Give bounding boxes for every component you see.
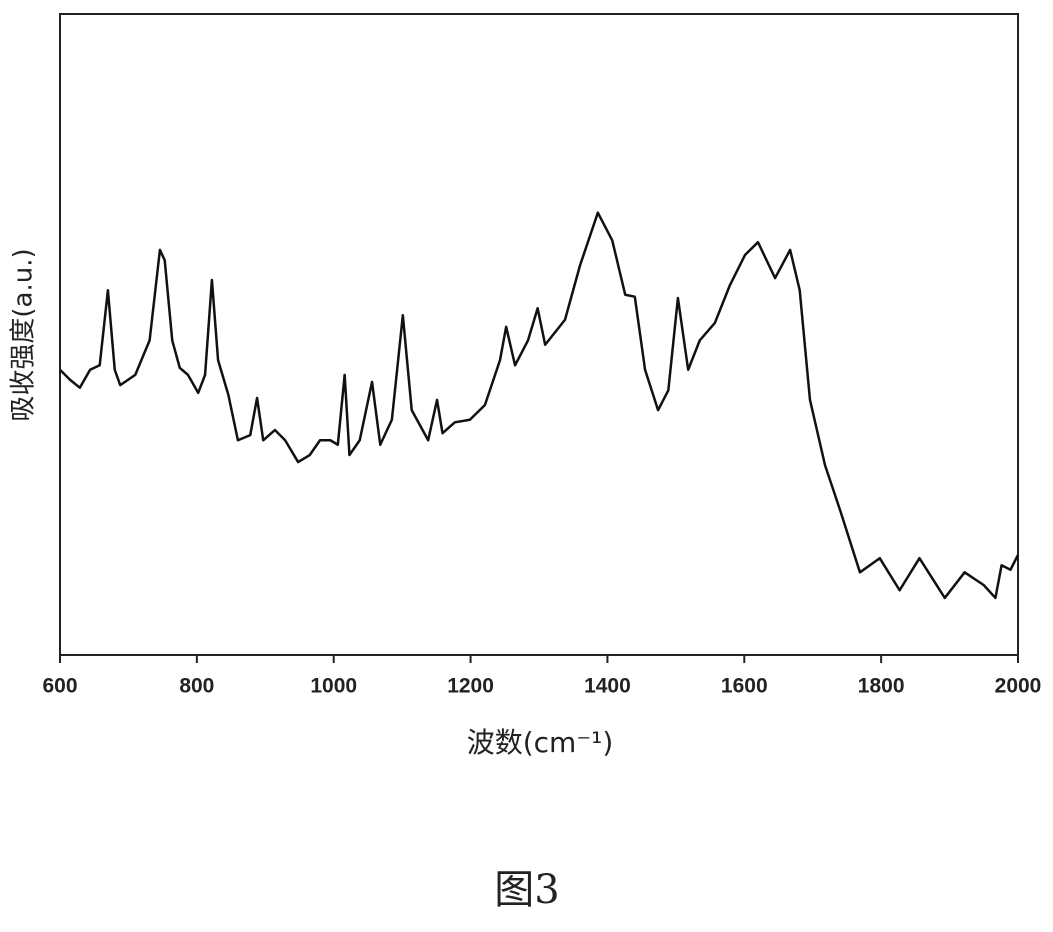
plot-frame (59, 13, 1019, 656)
x-axis-label: 波数(cm⁻¹) (467, 726, 614, 759)
x-tick-label: 2000 (995, 675, 1042, 698)
x-tick-label: 1400 (584, 675, 631, 698)
x-tick-label: 1600 (721, 675, 768, 698)
x-tick-label: 800 (179, 675, 214, 698)
x-tick-label: 600 (42, 675, 77, 698)
spectrum-line (59, 211, 1020, 600)
x-tick-label: 1000 (310, 675, 357, 698)
figure-caption: 图3 (494, 867, 559, 913)
x-tick-label: 1800 (858, 675, 905, 698)
x-tick-label: 1200 (447, 675, 494, 698)
y-axis-label: 吸收强度(a.u.) (9, 248, 39, 421)
